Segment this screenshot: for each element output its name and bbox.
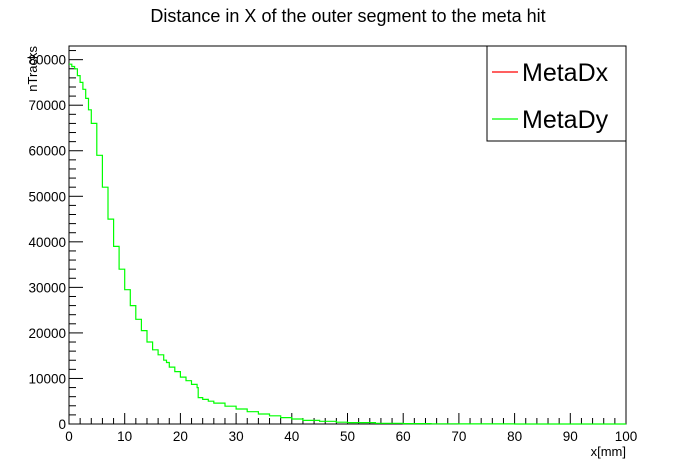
y-tick-label: 60000 (28, 144, 66, 159)
y-tick-label: 20000 (28, 326, 66, 341)
x-tick-label: 0 (65, 429, 73, 444)
x-tick-label: 30 (229, 429, 244, 444)
plot-frame (68, 45, 627, 425)
x-tick-label: 60 (396, 429, 411, 444)
x-tick-label: 10 (117, 429, 132, 444)
x-tick-label: 50 (340, 429, 355, 444)
y-tick-label: 10000 (28, 371, 66, 386)
legend-label-metadx: MetaDx (522, 59, 609, 87)
x-tick-label: 100 (615, 429, 638, 444)
x-tick-label: 40 (284, 429, 299, 444)
x-axis-label: x[mm] (591, 444, 626, 459)
x-tick-label: 80 (507, 429, 522, 444)
y-tick-label: 80000 (28, 53, 66, 68)
chart-title: Distance in X of the outer segment to th… (150, 6, 545, 26)
y-tick-label: 0 (58, 417, 66, 432)
legend: MetaDx MetaDy (486, 45, 627, 142)
y-tick-label: 30000 (28, 280, 66, 295)
series-layer (69, 63, 626, 425)
legend-label-metady: MetaDy (522, 106, 609, 134)
x-tick-label: 70 (451, 429, 466, 444)
y-tick-label: 50000 (28, 189, 66, 204)
y-tick-label: 70000 (28, 98, 66, 113)
x-tick-label: 90 (563, 429, 578, 444)
y-axis: 0 10000 20000 30000 40000 50000 60000 70000 8000… (28, 50, 83, 432)
x-tick-label: 20 (173, 429, 188, 444)
series-line-metady (69, 63, 626, 425)
y-axis-label: nTracks (25, 46, 40, 92)
y-tick-label: 40000 (28, 235, 66, 250)
x-axis: 0 10 20 30 40 50 60 70 80 90 100 (65, 413, 637, 444)
legend-box (486, 45, 627, 142)
